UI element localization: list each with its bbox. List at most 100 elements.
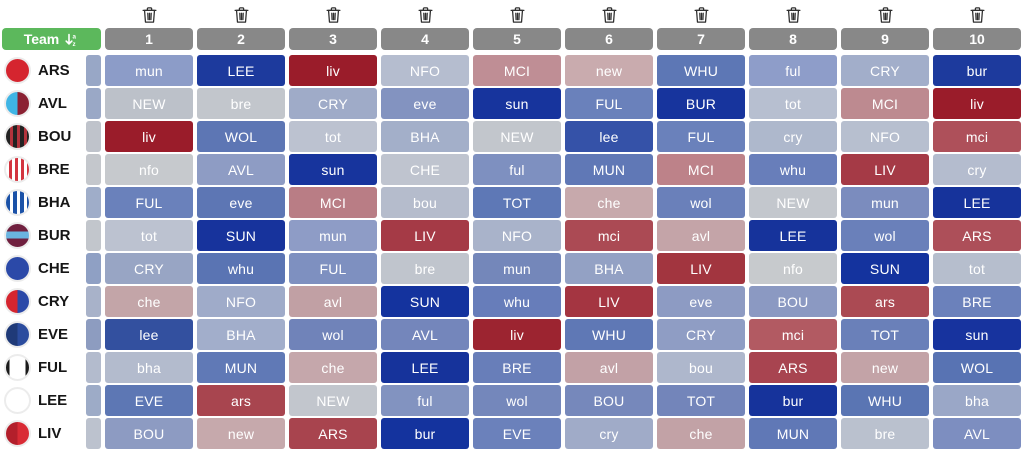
fixture-cell: MCI: [841, 88, 929, 119]
fixture-cell: BHA: [197, 319, 285, 350]
fixture-cell: eve: [197, 187, 285, 218]
fixture-cell: BHA: [565, 253, 653, 284]
fixture-cell: wol: [657, 187, 745, 218]
fixture-cell: NFO: [841, 121, 929, 152]
fixture-cell: BOU: [565, 385, 653, 416]
team-badge-cry: [4, 288, 31, 315]
team-cell: BUR: [2, 220, 82, 251]
fixture-cell: mci: [933, 121, 1021, 152]
team-row-bre: BRE nfo AVL sun CHE ful MUN MCI whu LIV cry: [2, 154, 1024, 185]
team-sort-button[interactable]: Team a z: [2, 28, 101, 50]
fixture-cell: che: [657, 418, 745, 449]
team-badge-che: [4, 255, 31, 282]
fixture-cell: ARS: [749, 352, 837, 383]
fixture-cell: mci: [749, 319, 837, 350]
fixture-cell: NFO: [197, 286, 285, 317]
trash-icon: [785, 7, 801, 23]
fixture-cell: NFO: [381, 55, 469, 86]
team-row-ars: ARS mun LEE liv NFO MCI new WHU ful CRY bur: [2, 55, 1024, 86]
team-row-lee: LEE EVE ars NEW ful wol BOU TOT bur WHU bha: [2, 385, 1024, 416]
gameweek-header-10[interactable]: 10: [933, 28, 1021, 50]
team-badge-bha: [4, 189, 31, 216]
svg-text:a: a: [73, 33, 77, 40]
fixture-cell: bur: [749, 385, 837, 416]
team-label: EVE: [38, 326, 69, 343]
clear-gameweek-8-button[interactable]: [749, 2, 837, 28]
team-label: AVL: [38, 95, 67, 112]
gameweek-header-3[interactable]: 3: [289, 28, 377, 50]
gameweek-header-4[interactable]: 4: [381, 28, 469, 50]
fixture-cell: tot: [289, 121, 377, 152]
fixture-cell: liv: [105, 121, 193, 152]
fixture-cell: AVL: [933, 418, 1021, 449]
fixture-cell: MUN: [749, 418, 837, 449]
fixture-cell: eve: [657, 286, 745, 317]
team-label: CRY: [38, 293, 70, 310]
fixture-cell: che: [289, 352, 377, 383]
fixture-cell: bre: [841, 418, 929, 449]
fixture-cell: mun: [289, 220, 377, 251]
clear-gameweek-4-button[interactable]: [381, 2, 469, 28]
clear-gameweek-10-button[interactable]: [933, 2, 1021, 28]
gameweek-header-7[interactable]: 7: [657, 28, 745, 50]
team-row-che: CHE CRY whu FUL bre mun BHA LIV nfo SUN tot: [2, 253, 1024, 284]
team-row-eve: EVE lee BHA wol AVL liv WHU CRY mci TOT sun: [2, 319, 1024, 350]
team-cell: AVL: [2, 88, 82, 119]
fixture-cell: LIV: [841, 154, 929, 185]
gameweek-header-5[interactable]: 5: [473, 28, 561, 50]
team-cell: BHA: [2, 187, 82, 218]
fixture-cell: ARS: [933, 220, 1021, 251]
clear-gameweek-6-button[interactable]: [565, 2, 653, 28]
clear-gameweek-1-button[interactable]: [105, 2, 193, 28]
fixture-cell: ful: [473, 154, 561, 185]
fixture-cell: wol: [473, 385, 561, 416]
fixture-cell: bur: [381, 418, 469, 449]
fixture-cell: MCI: [289, 187, 377, 218]
gameweek-header-1[interactable]: 1: [105, 28, 193, 50]
trash-icon: [969, 7, 985, 23]
team-cell: EVE: [2, 319, 82, 350]
gameweek-header-2[interactable]: 2: [197, 28, 285, 50]
trash-row: [2, 2, 1024, 28]
fixture-cell: BUR: [657, 88, 745, 119]
gameweek-header-8[interactable]: 8: [749, 28, 837, 50]
team-row-bha: BHA FUL eve MCI bou TOT che wol NEW mun LEE: [2, 187, 1024, 218]
team-label: BHA: [38, 194, 71, 211]
fixture-cell: TOT: [841, 319, 929, 350]
fixture-grid: ARS mun LEE liv NFO MCI new WHU ful CRY bur AVL NEW b…: [2, 55, 1024, 449]
clear-gameweek-5-button[interactable]: [473, 2, 561, 28]
trash-row-spacer: [2, 2, 82, 28]
header-row: Team a z 1 2 3 4 5 6 7 8 9 10: [2, 28, 1024, 50]
fixture-sliver: [86, 187, 101, 218]
fixture-cell: FUL: [657, 121, 745, 152]
trash-icon: [141, 7, 157, 23]
team-row-avl: AVL NEW bre CRY eve sun FUL BUR tot MCI liv: [2, 88, 1024, 119]
fixture-cell: wol: [289, 319, 377, 350]
fixture-cell: cry: [749, 121, 837, 152]
team-badge-bur: [4, 222, 31, 249]
fixture-cell: whu: [749, 154, 837, 185]
team-label: CHE: [38, 260, 70, 277]
fixture-cell: LIV: [565, 286, 653, 317]
gameweek-header-9[interactable]: 9: [841, 28, 929, 50]
fixture-sliver: [86, 55, 101, 86]
team-badge-liv: [4, 420, 31, 447]
fixture-cell: mci: [565, 220, 653, 251]
clear-gameweek-7-button[interactable]: [657, 2, 745, 28]
fixture-cell: lee: [565, 121, 653, 152]
clear-gameweek-3-button[interactable]: [289, 2, 377, 28]
fixture-cell: LEE: [933, 187, 1021, 218]
clear-gameweek-9-button[interactable]: [841, 2, 929, 28]
team-badge-bou: [4, 123, 31, 150]
fixture-cell: nfo: [749, 253, 837, 284]
fixture-cell: SUN: [841, 253, 929, 284]
team-cell: FUL: [2, 352, 82, 383]
fixture-cell: WHU: [841, 385, 929, 416]
gameweek-header-6[interactable]: 6: [565, 28, 653, 50]
fixture-cell: sun: [933, 319, 1021, 350]
trash-icon: [509, 7, 525, 23]
clear-gameweek-2-button[interactable]: [197, 2, 285, 28]
fixture-cell: CHE: [381, 154, 469, 185]
team-row-ful: FUL bha MUN che LEE BRE avl bou ARS new WOL: [2, 352, 1024, 383]
